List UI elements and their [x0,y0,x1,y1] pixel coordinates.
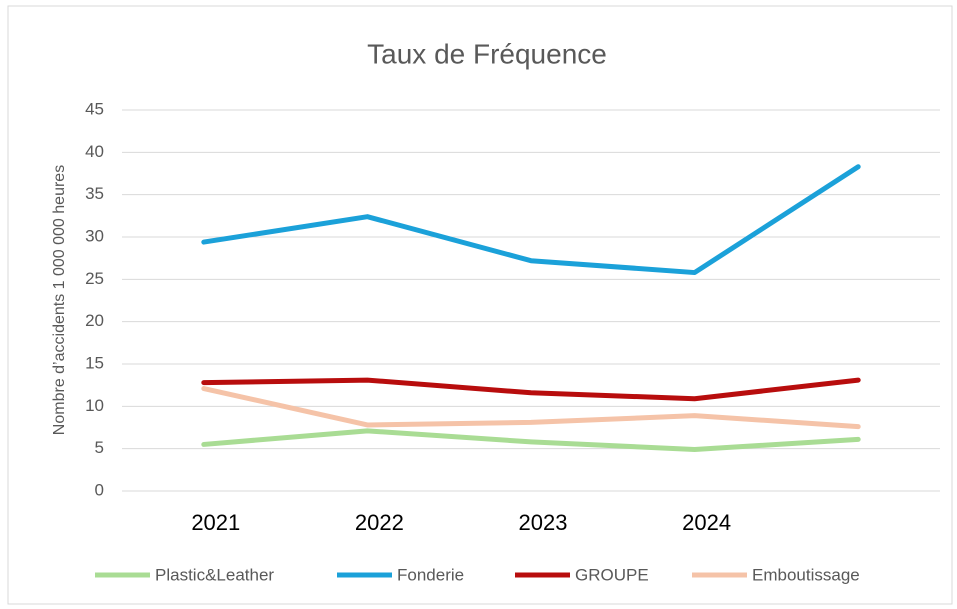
legend-label: Fonderie [397,565,464,584]
x-tick-label: 2022 [355,510,404,535]
x-tick-label: 2021 [191,510,240,535]
series-line [201,386,861,430]
y-tick-label: 45 [85,99,104,118]
y-tick-label: 40 [85,142,104,161]
x-tick-label: 2024 [682,510,731,535]
series-line [201,428,861,453]
chart-border [7,5,953,605]
y-tick-label: 15 [85,353,104,372]
chart-title: Taux de Fréquence [367,38,607,69]
y-tick-label: 10 [85,396,104,415]
y-tick-label: 35 [85,184,104,203]
x-tick-label: 2023 [519,510,568,535]
y-tick-label: 0 [95,480,104,499]
legend-label: Emboutissage [752,565,860,584]
legend-label: Plastic&Leather [155,565,274,584]
y-tick-label: 25 [85,269,104,288]
y-tick-label: 20 [85,311,104,330]
legend-label: GROUPE [575,565,649,584]
series-line [201,377,861,402]
y-tick-label: 30 [85,226,104,245]
series-line [201,164,861,276]
y-tick-label: 5 [95,438,104,457]
y-axis-label: Nombre d’accidents 1 000 000 heures [51,165,68,435]
